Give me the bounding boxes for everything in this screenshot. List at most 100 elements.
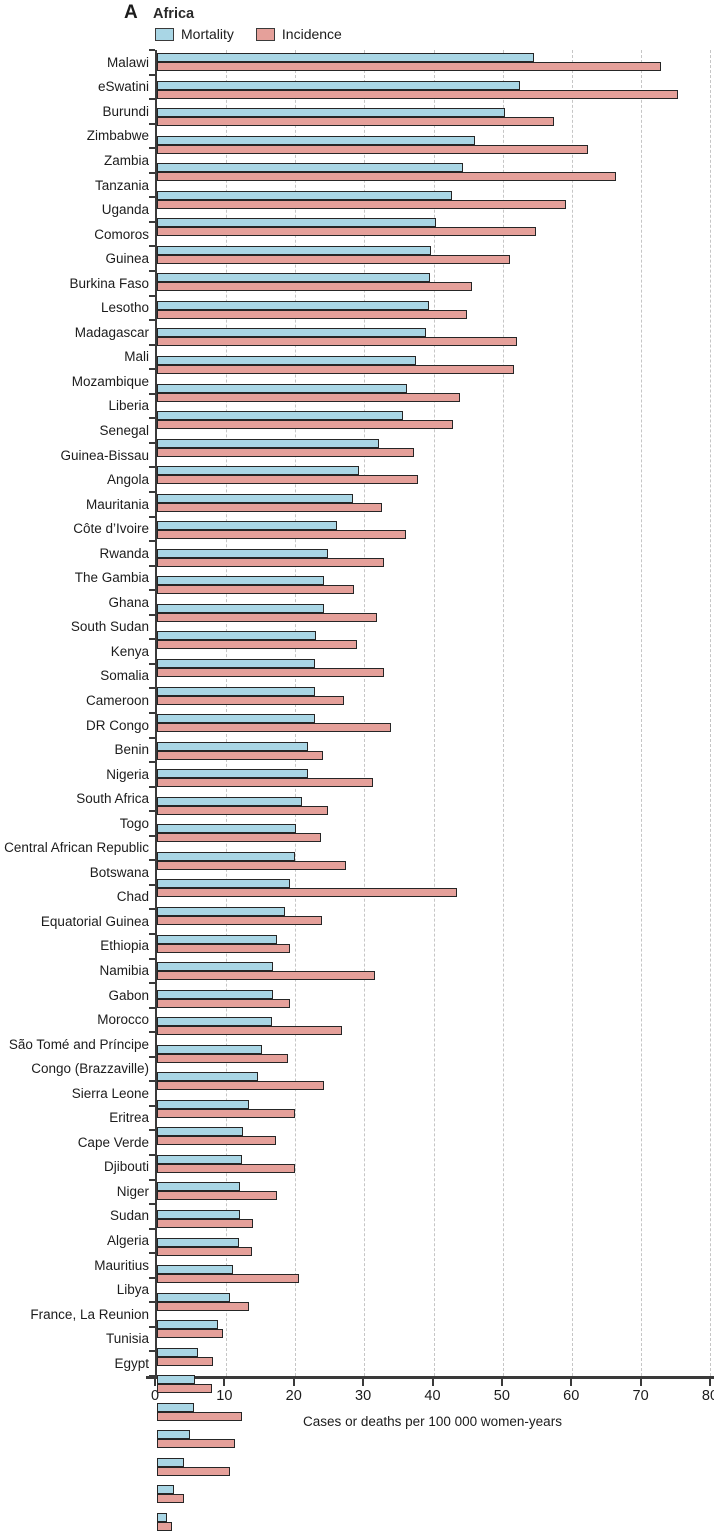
incidence-bar (157, 1356, 213, 1366)
x-axis-tick (431, 1379, 434, 1386)
mortality-bar (157, 1127, 244, 1137)
country-label: Mauritius (94, 1257, 149, 1273)
gridline-80 (710, 50, 711, 1376)
chart-row (157, 1265, 710, 1290)
country-label: Eritrea (109, 1110, 149, 1126)
mortality-bar (157, 576, 324, 586)
incidence-bar (157, 805, 329, 815)
y-axis-tick (149, 417, 155, 420)
incidence-bar (157, 668, 384, 678)
mortality-bar (157, 80, 520, 90)
incidence-bar (157, 1384, 213, 1394)
y-axis-tick (149, 1031, 155, 1034)
legend-item-incidence: Incidence (255, 26, 342, 42)
mortality-bar (157, 1237, 240, 1247)
x-axis-tick (570, 1379, 573, 1386)
mortality-bar (157, 796, 303, 806)
y-axis-tick (149, 515, 155, 518)
chart-row (157, 521, 710, 546)
y-axis-tick (149, 1006, 155, 1009)
y-axis-tick (149, 1350, 155, 1353)
mortality-bar (157, 190, 453, 200)
x-axis-title: Cases or deaths per 100 000 women-years (303, 1414, 562, 1429)
chart-row (157, 108, 710, 133)
gridlines (157, 50, 711, 1376)
chart-row (157, 273, 710, 298)
incidence-bar (157, 282, 472, 292)
chart-row (157, 328, 710, 353)
mortality-bar (157, 356, 416, 366)
y-axis-tick (149, 785, 155, 788)
chart-row (157, 851, 710, 877)
y-axis-tick (149, 712, 155, 714)
y-axis-tick (149, 908, 155, 911)
country-label: Mali (124, 349, 149, 365)
incidence-bar (157, 1053, 288, 1063)
y-axis-tick (149, 49, 155, 51)
y-axis-tick (149, 933, 155, 935)
country-label: Burkina Faso (69, 275, 149, 291)
incidence-bar (157, 888, 457, 898)
mortality-bar (157, 108, 505, 118)
mortality-bar (157, 1512, 168, 1522)
chart-row (157, 1044, 710, 1070)
mortality-bar (157, 1154, 243, 1164)
incidence-bar (157, 778, 373, 788)
y-axis-tick (149, 859, 155, 862)
chart-row (157, 686, 710, 712)
x-axis-tick-label: 60 (563, 1388, 580, 1404)
x-axis-tick-label: 20 (285, 1388, 302, 1404)
incidence-bar (157, 420, 453, 430)
incidence-bar (157, 640, 357, 650)
country-label: Niger (116, 1183, 149, 1199)
mortality-bar (157, 466, 359, 476)
incidence-bar (157, 1301, 249, 1311)
chart-row (157, 1099, 710, 1125)
panel-letter: A (124, 2, 138, 23)
chart-row (157, 796, 710, 822)
mortality-bar (157, 962, 274, 972)
country-label: Nigeria (106, 766, 149, 782)
y-axis-tick (149, 883, 155, 886)
y-axis-tick (149, 147, 155, 150)
mortality-bar (157, 934, 278, 944)
chart-row (157, 824, 710, 849)
chart-row (157, 989, 710, 1015)
y-axis-tick (149, 196, 155, 199)
y-axis-tick (149, 810, 155, 813)
chart-row (157, 383, 710, 409)
incidence-bar (157, 502, 383, 512)
country-label: Zimbabwe (86, 128, 149, 144)
chart-row (157, 1485, 710, 1510)
country-label: Morocco (97, 1012, 149, 1028)
legend-label-incidence: Incidence (281, 26, 342, 42)
incidence-bar (157, 1081, 324, 1091)
incidence-bar (157, 62, 661, 71)
incidence-bar (157, 1136, 276, 1146)
mortality-bar (157, 328, 426, 338)
chart-row (157, 411, 710, 436)
chart-row (157, 466, 710, 491)
chart-row (157, 631, 710, 656)
mortality-bar (157, 300, 429, 310)
y-axis-tick (149, 1203, 155, 1206)
incidence-bar (157, 585, 354, 595)
y-axis-tick (149, 343, 155, 346)
incidence-bar (157, 557, 384, 567)
chart-row (157, 1154, 710, 1180)
chart-row (157, 53, 710, 78)
gridline-20 (295, 50, 297, 1376)
country-label: Mauritania (85, 496, 149, 512)
country-label: Guinea (105, 251, 149, 267)
incidence-bar (157, 1466, 230, 1476)
country-label: South Sudan (70, 619, 149, 635)
chart-row (157, 1292, 710, 1318)
y-axis-tick (149, 1178, 155, 1181)
incidence-bar (157, 392, 461, 402)
y-axis-tick (149, 662, 155, 665)
mortality-bar (157, 741, 308, 751)
chart-row (157, 906, 710, 932)
chart-row (157, 1209, 710, 1235)
incidence-bar (157, 1494, 184, 1504)
x-axis-tick-label: 10 (216, 1388, 233, 1404)
